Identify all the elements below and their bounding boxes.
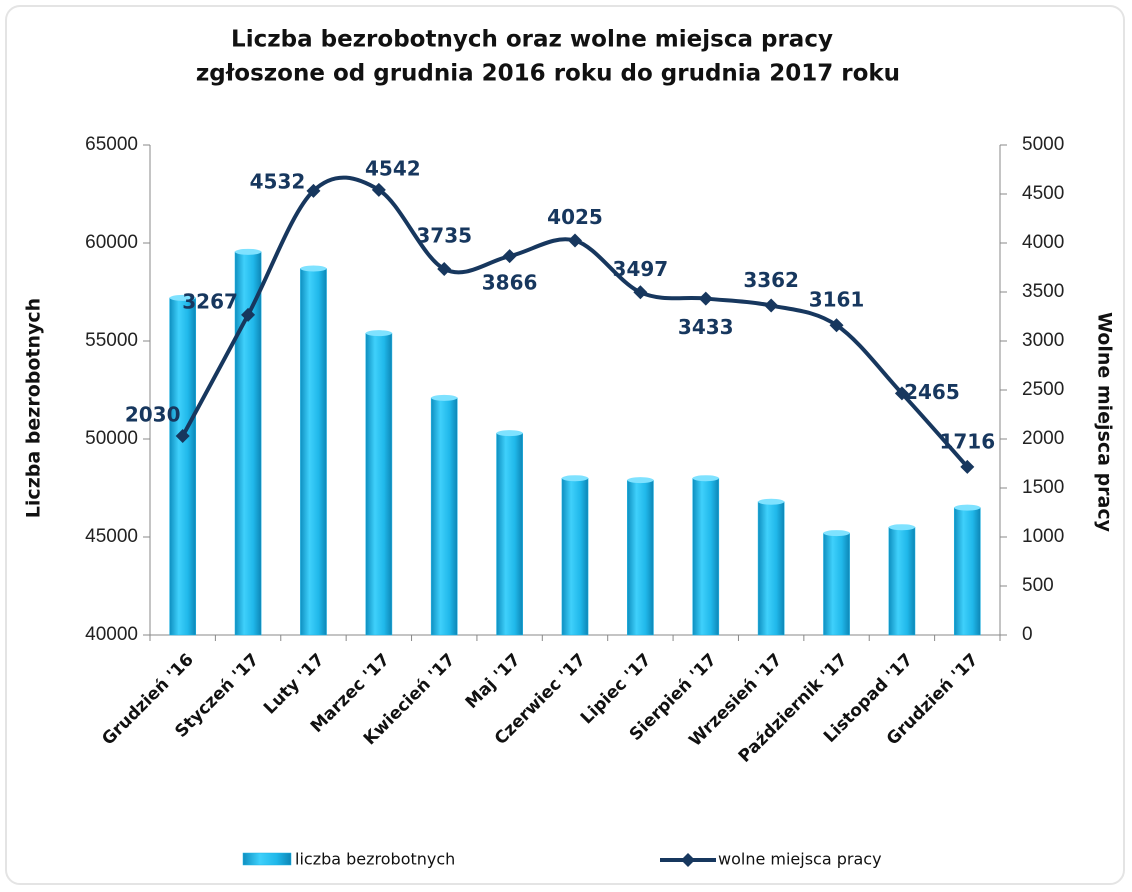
y-tick-label: 55000 (85, 330, 138, 351)
legend-swatch (242, 852, 292, 866)
bar-cap (169, 294, 196, 301)
y2-tick-label: 3000 (1022, 330, 1064, 351)
y2-tick-label: 3500 (1022, 281, 1064, 302)
y2-tick-label: 4500 (1022, 183, 1064, 204)
bar-cap (235, 248, 262, 255)
bar (300, 268, 327, 636)
bar-cap (561, 475, 589, 482)
bar-cap (954, 504, 981, 511)
bar-cap (758, 498, 785, 505)
data-label: 2030 (125, 403, 181, 427)
y-tick-label: 45000 (85, 526, 138, 547)
y2-tick-label: 5000 (1022, 134, 1064, 155)
y-tick-label: 40000 (85, 624, 138, 645)
bar (561, 477, 589, 636)
y2-axis-title: Wolne miejsca pracy (1094, 312, 1116, 533)
bar-cap (627, 477, 654, 484)
bar-cap (888, 524, 916, 531)
line-marker (306, 183, 321, 198)
bar (953, 507, 981, 636)
data-label: 3433 (678, 315, 734, 339)
chart-title: Liczba bezrobotnych oraz wolne miejsca p… (231, 27, 833, 53)
y2-tick-label: 1500 (1022, 477, 1064, 498)
bar (430, 397, 458, 636)
line-marker (829, 318, 844, 333)
bar-cap (431, 394, 458, 401)
y2-tick-label: 1000 (1022, 526, 1064, 547)
bar-cap (300, 265, 327, 272)
line-marker (764, 298, 779, 313)
bar (757, 501, 785, 636)
bar-cap (365, 330, 392, 337)
line-marker (698, 291, 713, 306)
line-marker (960, 459, 975, 474)
line-marker (894, 386, 909, 401)
data-label: 3735 (416, 223, 472, 247)
data-label: 3497 (613, 257, 669, 281)
legend-label: liczba bezrobotnych (295, 850, 455, 869)
legend-label: wolne miejsca pracy (718, 850, 882, 869)
y2-tick-label: 500 (1022, 575, 1054, 596)
line-marker (437, 261, 452, 276)
chart-subtitle: zgłoszone od grudnia 2016 roku do grudni… (196, 61, 900, 87)
bar (823, 532, 850, 636)
y-tick-label: 65000 (85, 134, 138, 155)
y-axis-title: Liczba bezrobotnych (23, 298, 45, 518)
bar-cap (496, 430, 523, 437)
data-label: 2465 (904, 380, 960, 404)
bar (627, 479, 654, 636)
line-marker (371, 182, 386, 197)
y2-tick-label: 4000 (1022, 232, 1064, 253)
line-marker (568, 233, 582, 248)
line-marker (175, 429, 190, 444)
bar (496, 432, 523, 636)
bar (365, 332, 393, 636)
data-label: 3866 (482, 271, 538, 295)
chart-frame (5, 5, 1125, 885)
y2-tick-label: 2500 (1022, 379, 1064, 400)
line-marker (633, 285, 648, 300)
data-label: 3267 (182, 289, 238, 313)
line-marker (502, 249, 517, 264)
data-label: 1716 (939, 429, 995, 453)
y-tick-label: 50000 (85, 428, 138, 449)
bar (692, 477, 720, 636)
bar (888, 526, 916, 636)
bar-cap (823, 530, 850, 537)
y2-tick-label: 2000 (1022, 428, 1064, 449)
y2-tick-label: 0 (1022, 624, 1033, 645)
bar (169, 297, 197, 636)
line-marker (241, 307, 256, 322)
bar-cap (692, 475, 719, 482)
legend-swatch (681, 853, 695, 867)
data-label: 4532 (250, 169, 306, 193)
y-tick-label: 60000 (85, 232, 138, 253)
data-label: 3161 (809, 288, 865, 312)
data-label: 4025 (547, 205, 603, 229)
data-label: 3362 (743, 268, 799, 292)
data-label: 4542 (365, 156, 421, 180)
